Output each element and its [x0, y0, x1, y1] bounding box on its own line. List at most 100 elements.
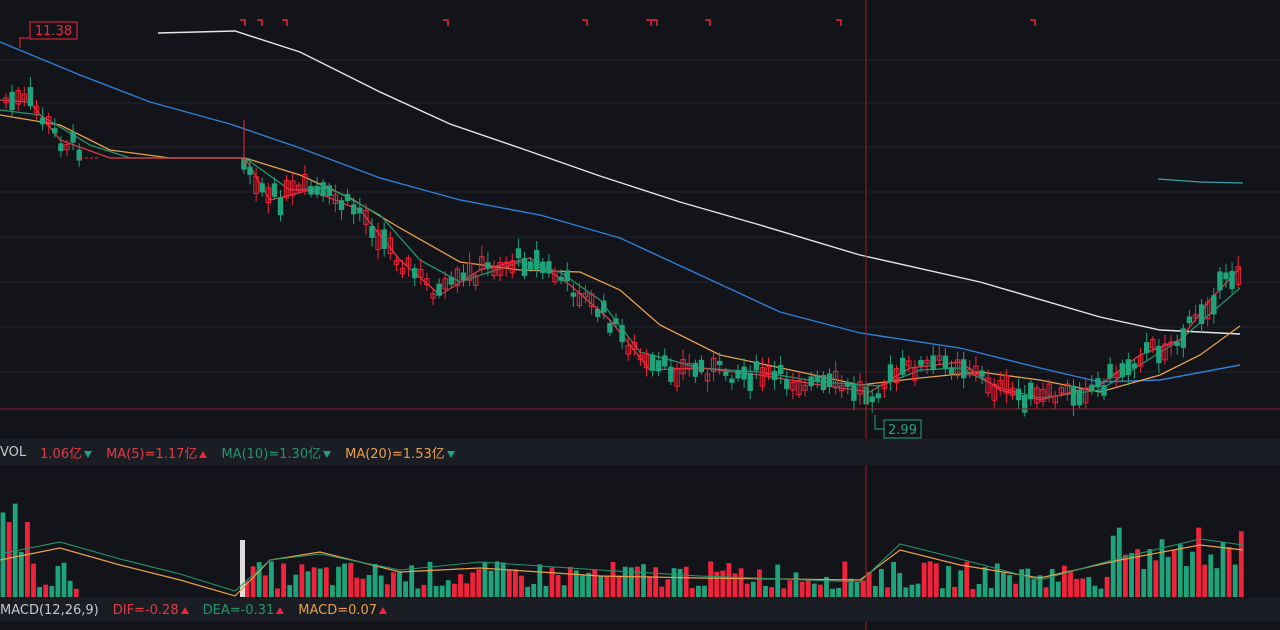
volume-bar: [1019, 569, 1025, 597]
candle-body: [625, 344, 631, 355]
volume-bar: [525, 586, 530, 597]
macd-legend: MACD(12,26,9) DIF=-0.28 DEA=-0.31 MACD=0…: [0, 598, 1280, 622]
signal-marker: [646, 19, 652, 26]
volume-bar: [970, 588, 976, 597]
candle-body: [1217, 271, 1223, 291]
signal-marker: [705, 19, 711, 26]
candle-body: [1156, 345, 1162, 364]
candle-body: [314, 185, 320, 195]
volume-bar: [732, 573, 738, 597]
volume-bar: [696, 585, 701, 597]
candle-body: [259, 183, 265, 193]
signal-marker: [836, 19, 842, 26]
candle-body: [369, 225, 375, 238]
volume-bar: [433, 585, 439, 597]
volume-bar: [879, 568, 884, 597]
candle-body: [418, 268, 424, 278]
volume-bar: [299, 564, 305, 597]
volume-bar: [781, 588, 787, 597]
volume-bar: [897, 573, 903, 597]
volume-bar: [750, 581, 756, 597]
candle-body: [1137, 356, 1144, 367]
volume-bar: [543, 585, 549, 597]
signal-marker: [652, 19, 658, 26]
candle-body: [473, 275, 479, 287]
volume-bar: [43, 584, 49, 597]
candle-body: [1095, 378, 1101, 388]
volume-bar: [372, 563, 378, 597]
volume-bar: [470, 572, 476, 597]
ma5-line: [0, 99, 1241, 401]
candle-body: [1211, 295, 1217, 315]
candle-body: [704, 373, 711, 382]
candle-body: [326, 185, 333, 197]
candle-body: [869, 396, 875, 403]
volume-bar: [580, 575, 585, 597]
volume-bar: [415, 588, 421, 597]
volume-bar: [555, 575, 561, 597]
volume-bar: [1007, 575, 1012, 597]
volume-bar: [994, 563, 1000, 597]
candle-body: [765, 366, 772, 375]
candle-body: [308, 186, 314, 195]
candle-body: [1064, 383, 1071, 395]
candle-body: [399, 267, 406, 275]
volume-bar: [506, 569, 512, 597]
volume-bar: [952, 586, 957, 597]
candle-body: [460, 272, 467, 281]
candle-body: [357, 207, 363, 214]
volume-bar: [1208, 554, 1214, 597]
volume-bar: [409, 565, 415, 597]
candle-body: [839, 384, 845, 392]
candle-body: [1058, 387, 1064, 394]
candle-body: [1162, 343, 1168, 361]
volume-bar: [1025, 568, 1031, 597]
volume-bar: [586, 572, 591, 597]
candle-body: [1235, 266, 1241, 285]
candle-body: [344, 194, 351, 202]
candle-body: [570, 292, 576, 297]
candle-body: [76, 149, 82, 161]
volume-bar: [641, 564, 646, 597]
candle-body: [601, 300, 607, 313]
volume-bar: [354, 577, 360, 597]
candle-body: [332, 194, 339, 204]
volume-bar: [61, 562, 67, 597]
volume-bar: [256, 562, 262, 597]
candle-body: [796, 380, 802, 396]
candle-body: [710, 357, 717, 372]
candle-body: [296, 184, 302, 192]
candle-body: [405, 257, 412, 267]
volume-bar: [1214, 568, 1220, 597]
volume-bar: [946, 566, 951, 597]
volume-bar: [799, 581, 805, 597]
candle-body: [290, 180, 296, 196]
candle-body: [942, 355, 949, 369]
volume-bar: [1074, 578, 1079, 597]
candle-body: [656, 360, 662, 372]
candle-body: [338, 200, 345, 210]
low-label-box: [883, 419, 922, 439]
volume-bar: [336, 566, 341, 597]
candle-body: [723, 371, 729, 376]
macd-title: MACD(12,26,9): [0, 602, 99, 618]
candle-body: [784, 379, 790, 389]
ma20-line: [0, 114, 1241, 393]
volume-bar: [927, 561, 933, 597]
candle-body: [887, 364, 894, 382]
candle-body: [52, 128, 58, 134]
volume-bar: [1226, 546, 1232, 597]
volume-bar: [824, 576, 829, 597]
down-arrow-icon: [446, 450, 455, 458]
volume-bar: [1013, 583, 1018, 597]
volume-bar: [0, 512, 6, 597]
volume-bar: [909, 584, 915, 597]
candle-body: [1113, 372, 1119, 379]
volume-bar: [244, 581, 250, 597]
volume-bar: [574, 570, 579, 597]
candle-body: [985, 377, 991, 394]
ma10-line: [0, 109, 1241, 399]
down-arrow-icon: [323, 450, 332, 458]
candle-body: [1040, 389, 1046, 402]
volume-bar: [464, 583, 469, 597]
